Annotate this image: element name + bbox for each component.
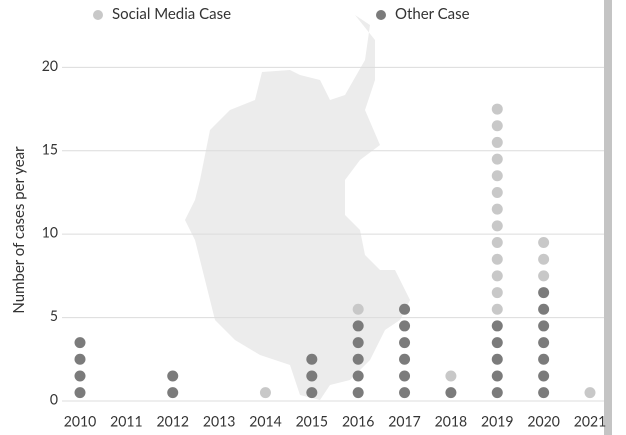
legend-marker xyxy=(376,10,386,20)
case-dot xyxy=(306,387,318,399)
case-dot xyxy=(399,387,411,399)
case-dot xyxy=(491,353,503,365)
x-tick-label: 2019 xyxy=(481,413,513,430)
x-tick-label: 2020 xyxy=(527,413,559,430)
scrollbar xyxy=(604,0,612,435)
x-tick-label: 2012 xyxy=(156,413,188,430)
case-dot xyxy=(491,370,503,382)
y-tick-label: 15 xyxy=(42,140,58,157)
case-dot xyxy=(74,337,86,349)
case-dot xyxy=(491,320,503,332)
case-dot xyxy=(491,387,503,399)
case-dot xyxy=(538,270,550,282)
y-axis-label: Number of cases per year xyxy=(10,146,28,314)
case-dot xyxy=(538,237,550,249)
case-dot xyxy=(538,303,550,315)
case-dot xyxy=(74,387,86,399)
x-tick-label: 2018 xyxy=(435,413,467,430)
case-dot xyxy=(491,186,503,198)
y-tick-label: 0 xyxy=(50,391,58,408)
case-dot xyxy=(399,353,411,365)
x-tick-label: 2013 xyxy=(203,413,235,430)
case-dot xyxy=(491,203,503,215)
case-dot xyxy=(538,337,550,349)
case-dot xyxy=(399,370,411,382)
x-tick-label: 2021 xyxy=(574,413,606,430)
case-dot xyxy=(167,370,179,382)
case-dot xyxy=(352,303,364,315)
case-dot xyxy=(259,387,271,399)
case-dot xyxy=(306,353,318,365)
case-dot xyxy=(445,387,457,399)
case-dot xyxy=(352,370,364,382)
case-dot xyxy=(491,120,503,132)
case-dot xyxy=(491,136,503,148)
case-dot xyxy=(399,320,411,332)
legend-marker xyxy=(93,10,103,20)
case-dot xyxy=(491,170,503,182)
case-dot xyxy=(352,387,364,399)
case-dot xyxy=(538,287,550,299)
case-dot xyxy=(306,370,318,382)
x-tick-label: 2016 xyxy=(342,413,374,430)
case-dot xyxy=(491,153,503,165)
case-dot xyxy=(491,287,503,299)
case-dot xyxy=(352,320,364,332)
case-dot xyxy=(491,237,503,249)
case-dot xyxy=(491,270,503,282)
case-dot xyxy=(584,387,596,399)
x-tick-label: 2011 xyxy=(110,413,142,430)
x-tick-label: 2010 xyxy=(64,413,96,430)
case-dot xyxy=(538,353,550,365)
legend-label: Social Media Case xyxy=(112,5,231,23)
case-dot xyxy=(491,337,503,349)
case-dot xyxy=(538,253,550,265)
case-dot xyxy=(352,337,364,349)
case-dot xyxy=(445,370,457,382)
y-tick-label: 10 xyxy=(42,224,58,241)
case-dot xyxy=(491,103,503,115)
x-tick-label: 2014 xyxy=(249,413,281,430)
case-dot xyxy=(167,387,179,399)
x-tick-label: 2017 xyxy=(388,413,420,430)
y-tick-label: 20 xyxy=(42,57,58,74)
case-dot xyxy=(399,303,411,315)
y-tick-label: 5 xyxy=(50,307,58,324)
case-dot xyxy=(352,353,364,365)
x-tick-label: 2015 xyxy=(296,413,328,430)
case-dot xyxy=(538,370,550,382)
case-dot xyxy=(538,320,550,332)
case-dot xyxy=(491,253,503,265)
case-dot xyxy=(74,370,86,382)
legend-label: Other Case xyxy=(395,5,470,23)
map-background xyxy=(185,15,410,400)
case-dot xyxy=(74,353,86,365)
case-dot xyxy=(491,303,503,315)
case-dot xyxy=(538,387,550,399)
case-dot xyxy=(399,337,411,349)
case-dot xyxy=(491,220,503,232)
